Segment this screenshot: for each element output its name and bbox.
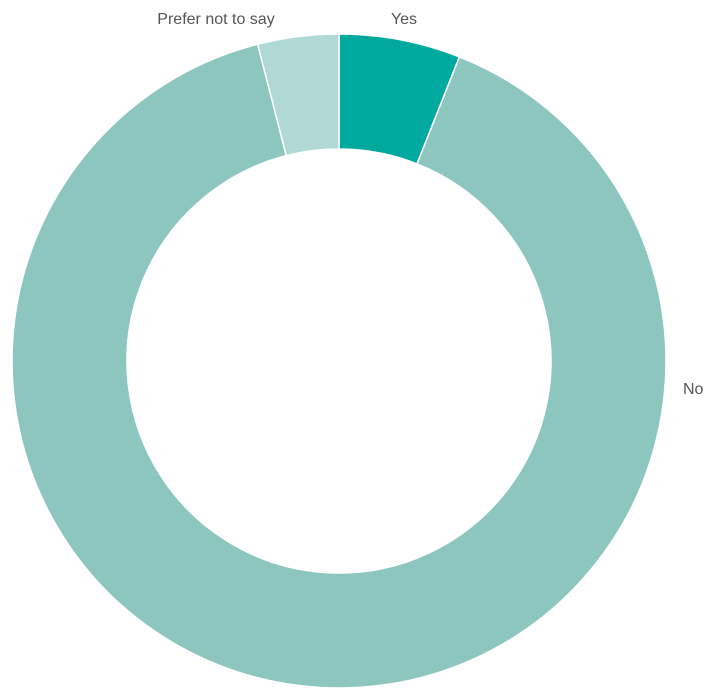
segment-label: No xyxy=(683,381,704,398)
donut-segment xyxy=(11,43,667,689)
segment-label: Prefer not to say xyxy=(157,11,274,28)
segment-label: Yes xyxy=(391,11,417,28)
donut-segment xyxy=(256,33,340,157)
